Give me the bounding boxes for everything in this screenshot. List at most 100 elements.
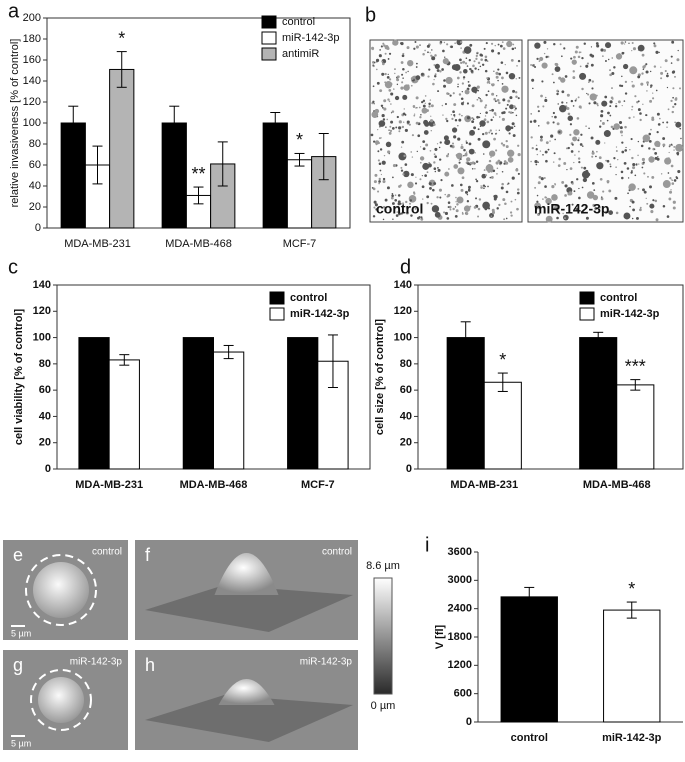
y-tick-label: 180 [23, 33, 41, 45]
speckle [413, 47, 416, 50]
speckle [458, 155, 461, 157]
speckle [538, 125, 540, 127]
speckle [479, 53, 483, 57]
speckle [410, 77, 414, 80]
speckle [391, 127, 395, 130]
speckle [461, 176, 465, 180]
speckle [467, 80, 470, 83]
speckle [429, 99, 432, 101]
significance-label: * [296, 130, 303, 150]
speckle [572, 105, 575, 107]
speckle [657, 144, 661, 148]
speckle [637, 100, 640, 103]
speckle [397, 200, 401, 204]
speckle [623, 161, 627, 165]
speckle [392, 176, 394, 179]
speckle [566, 102, 568, 104]
speckle [585, 216, 589, 220]
speckle [671, 40, 675, 44]
error-bar [318, 133, 329, 181]
speckle [609, 100, 613, 104]
speckle [400, 212, 403, 215]
speckle [493, 97, 496, 101]
speckle [588, 81, 590, 83]
speckle [429, 52, 431, 54]
speckle [458, 93, 462, 96]
speckle [420, 113, 422, 116]
speckle [609, 163, 612, 166]
speckle [431, 49, 433, 51]
speckle [660, 66, 662, 68]
speckle [607, 111, 610, 115]
speckle [656, 130, 659, 134]
speckle [378, 180, 381, 183]
speckle [621, 150, 625, 154]
speckle [424, 102, 426, 104]
speckle [554, 66, 561, 72]
speckle [672, 87, 675, 90]
speckle [529, 120, 533, 123]
speckle [675, 176, 679, 180]
speckle [607, 58, 610, 61]
speckle [567, 112, 571, 116]
speckle [677, 49, 679, 52]
speckle [561, 180, 565, 184]
speckle [494, 114, 497, 116]
speckle [496, 172, 498, 175]
speckle [598, 156, 602, 160]
speckle [533, 119, 537, 123]
speckle [561, 90, 565, 94]
dome [214, 553, 279, 595]
speckle [591, 87, 594, 90]
speckle [654, 148, 656, 150]
speckle [617, 158, 619, 161]
speckle [547, 56, 550, 58]
speckle [610, 125, 614, 129]
speckle [493, 210, 495, 213]
speckle [679, 87, 681, 90]
speckle [631, 80, 633, 83]
speckle [541, 62, 548, 69]
speckle [544, 98, 548, 102]
y-tick-label: 160 [23, 54, 41, 66]
speckle [477, 128, 480, 131]
speckle [552, 111, 555, 115]
speckle [503, 218, 506, 221]
speckle [473, 60, 476, 63]
speckle [544, 96, 547, 99]
speckle [645, 197, 647, 199]
speckle [590, 136, 594, 140]
speckle [475, 180, 479, 183]
speckle [461, 82, 465, 85]
speckle [667, 108, 670, 111]
speckle [643, 172, 646, 175]
speckle [542, 198, 544, 200]
significance-label: * [499, 350, 506, 370]
speckle [627, 177, 630, 179]
speckle [382, 42, 385, 45]
speckle [480, 185, 482, 187]
y-tick-label: 40 [29, 180, 41, 192]
speckle [509, 152, 513, 156]
speckle [545, 141, 549, 145]
speckle [462, 60, 466, 64]
speckle [579, 65, 582, 68]
speckle [450, 114, 453, 116]
speckle [452, 110, 455, 114]
speckle [530, 64, 533, 66]
speckle [403, 108, 405, 110]
speckle [609, 114, 612, 117]
speckle [664, 59, 668, 63]
speckle [596, 150, 598, 153]
speckle [505, 139, 508, 143]
speckle [488, 131, 491, 134]
speckle [664, 157, 672, 165]
speckle [455, 209, 459, 213]
speckle [433, 182, 437, 185]
speckle [492, 116, 495, 118]
speckle [497, 52, 501, 55]
speckle [378, 120, 386, 127]
speckle [452, 92, 455, 95]
speckle [492, 169, 496, 173]
speckle [471, 104, 475, 108]
